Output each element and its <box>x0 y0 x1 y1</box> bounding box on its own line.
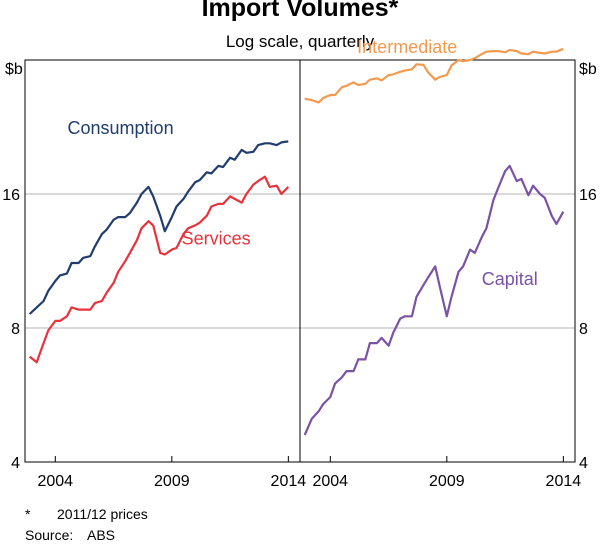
axis-layer: $b $b 4 4 8 8 16 16 2004 2009 2014 2004 2009 2014 <box>2 61 597 490</box>
y-tick-left: 8 <box>11 321 20 338</box>
y-unit-right: $b <box>579 61 597 78</box>
x-tick-label: 2009 <box>154 473 190 490</box>
series-line-consumption <box>28 140 289 315</box>
y-tick-left: 16 <box>2 187 20 204</box>
series-label-consumption: Consumption <box>68 118 174 138</box>
y-tick-right: 8 <box>579 321 588 338</box>
chart-subtitle: Log scale, quarterly <box>225 32 375 51</box>
x-tick-label: 2004 <box>37 473 73 490</box>
footnote-text: 2011/12 prices <box>57 506 148 522</box>
x-tick-label: 2014 <box>546 473 582 490</box>
x-tick-label: 2009 <box>429 473 465 490</box>
source-text: ABS <box>87 527 116 543</box>
x-tick-label: 2004 <box>312 473 348 490</box>
plot-frame <box>24 59 576 463</box>
series-label-services: Services <box>182 229 251 249</box>
series-label-intermediate: Intermediate <box>357 37 457 57</box>
footnote: * 2011/12 prices <box>25 506 148 522</box>
label-layer: Consumption Services Intermediate Capital <box>68 37 538 289</box>
y-tick-left: 4 <box>11 455 20 472</box>
footnote-mark: * <box>25 506 31 522</box>
series-line-services <box>29 175 290 364</box>
x-tick-label: 2014 <box>271 473 307 490</box>
source-label: Source: <box>25 527 74 543</box>
source-note: Source: ABS <box>25 527 115 543</box>
series-layer <box>28 47 565 436</box>
y-unit-left: $b <box>5 61 23 78</box>
series-label-capital: Capital <box>482 269 538 289</box>
y-tick-right: 4 <box>579 455 588 472</box>
series-line-capital <box>303 164 565 436</box>
chart-title: Import Volumes* <box>201 0 399 22</box>
series-line-intermediate <box>304 47 564 104</box>
y-tick-right: 16 <box>579 187 597 204</box>
